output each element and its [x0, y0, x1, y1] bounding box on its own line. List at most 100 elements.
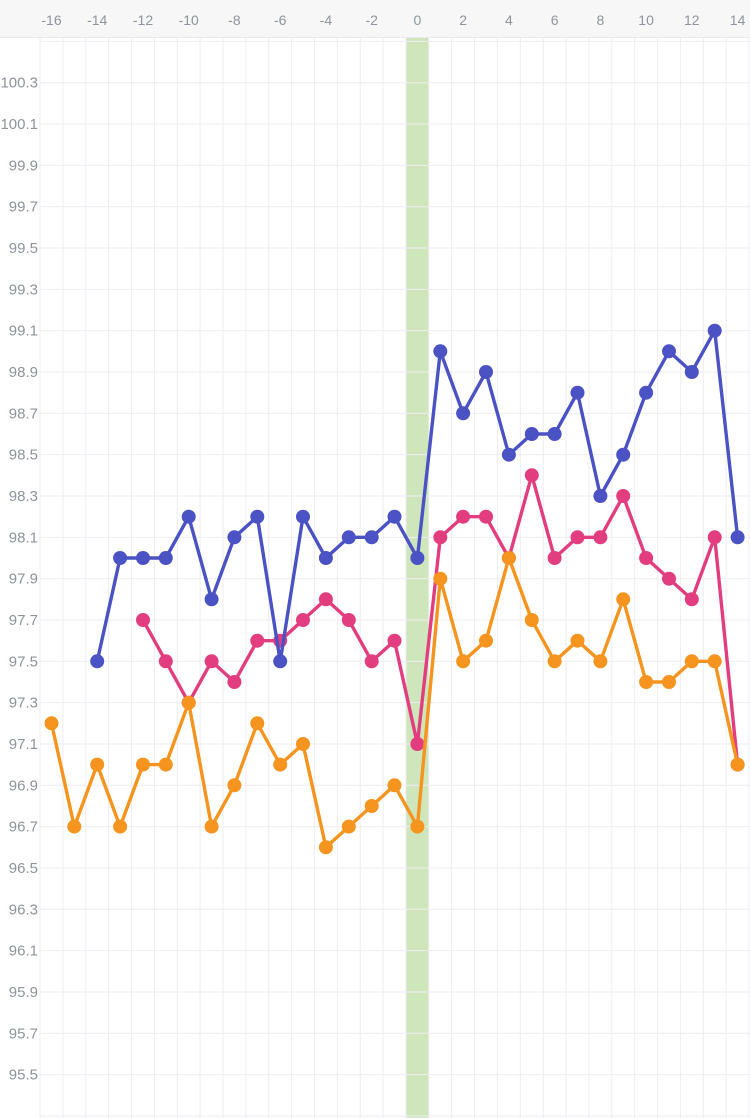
x-axis-strip — [0, 0, 750, 37]
data-point-pink-x10[interactable] — [639, 551, 654, 565]
data-point-orange-x2[interactable] — [456, 654, 471, 669]
data-point-blue-x-12[interactable] — [136, 551, 150, 565]
x-axis-tick-label: 2 — [459, 12, 467, 28]
data-point-blue-x2[interactable] — [456, 406, 471, 421]
data-point-pink-x8[interactable] — [593, 530, 608, 545]
data-point-orange-x5[interactable] — [524, 613, 539, 627]
data-point-orange-x-9[interactable] — [204, 819, 219, 834]
data-point-orange-x-7[interactable] — [250, 716, 265, 731]
data-point-orange-x6[interactable] — [547, 654, 562, 669]
data-point-blue-x-9[interactable] — [204, 592, 219, 607]
data-point-blue-x0[interactable] — [410, 551, 425, 565]
data-point-pink-x-1[interactable] — [387, 633, 402, 648]
data-point-blue-x-13[interactable] — [113, 551, 128, 565]
data-point-orange-x-6[interactable] — [273, 757, 288, 772]
data-point-orange-x-12[interactable] — [136, 757, 150, 772]
data-point-pink-x-11[interactable] — [158, 654, 173, 669]
data-point-blue-x4[interactable] — [501, 447, 516, 462]
data-point-blue-x7[interactable] — [570, 385, 585, 400]
data-point-blue-x10[interactable] — [639, 385, 654, 400]
y-axis-tick-label: 99.7 — [9, 199, 38, 216]
data-point-pink-x0[interactable] — [410, 737, 425, 751]
data-point-blue-x-4[interactable] — [318, 551, 333, 565]
data-point-pink-x-4[interactable] — [318, 592, 333, 607]
y-axis-tick-label: 96.5 — [9, 860, 38, 877]
data-point-blue-x-14[interactable] — [90, 654, 105, 669]
data-point-orange-x10[interactable] — [639, 675, 654, 689]
data-point-pink-x9[interactable] — [616, 489, 631, 503]
data-point-orange-x1[interactable] — [433, 571, 448, 586]
data-point-blue-x3[interactable] — [479, 365, 493, 379]
y-axis-tick-label: 97.7 — [9, 612, 38, 629]
data-point-blue-x-7[interactable] — [250, 509, 265, 524]
data-point-orange-x-2[interactable] — [364, 799, 379, 813]
data-point-blue-x13[interactable] — [707, 323, 722, 338]
data-point-pink-x2[interactable] — [456, 509, 471, 524]
y-axis-tick-label: 99.9 — [9, 157, 38, 174]
x-axis-tick-label: -12 — [133, 12, 153, 28]
data-point-pink-x-3[interactable] — [341, 613, 356, 627]
data-point-pink-x11[interactable] — [662, 571, 676, 586]
x-axis-tick-label: -10 — [179, 12, 199, 28]
data-point-orange-x14[interactable] — [730, 757, 745, 772]
data-point-orange-x-8[interactable] — [227, 778, 242, 793]
data-point-orange-x-13[interactable] — [113, 819, 128, 834]
data-point-blue-x-8[interactable] — [227, 530, 242, 545]
data-point-pink-x-9[interactable] — [204, 654, 219, 669]
data-point-orange-x-16[interactable] — [44, 716, 59, 731]
data-point-blue-x14[interactable] — [730, 530, 745, 545]
data-point-orange-x-15[interactable] — [67, 819, 82, 834]
data-point-blue-x-2[interactable] — [364, 530, 379, 545]
data-point-blue-x5[interactable] — [524, 427, 539, 441]
data-point-orange-x11[interactable] — [662, 675, 676, 689]
data-point-blue-x8[interactable] — [593, 489, 608, 503]
data-point-blue-x1[interactable] — [433, 344, 448, 359]
data-point-blue-x11[interactable] — [662, 344, 676, 359]
data-point-blue-x-3[interactable] — [341, 530, 356, 545]
y-axis-tick-label: 98.1 — [9, 529, 38, 546]
x-axis-tick-label: 10 — [638, 12, 654, 28]
data-point-pink-x3[interactable] — [479, 509, 493, 524]
data-point-blue-x6[interactable] — [547, 427, 562, 441]
data-point-orange-x-3[interactable] — [341, 819, 356, 834]
data-point-blue-x-6[interactable] — [273, 654, 288, 669]
data-point-pink-x1[interactable] — [433, 530, 448, 545]
data-point-orange-x4[interactable] — [501, 551, 516, 565]
data-point-blue-x-1[interactable] — [387, 509, 402, 524]
data-point-orange-x3[interactable] — [479, 633, 493, 648]
y-axis-tick-label: 97.5 — [9, 653, 38, 670]
data-point-pink-x-7[interactable] — [250, 633, 265, 648]
x-axis-tick-label: -4 — [320, 12, 333, 28]
data-point-pink-x6[interactable] — [547, 551, 562, 565]
series-blue — [90, 323, 745, 669]
data-point-pink-x12[interactable] — [684, 592, 699, 607]
data-point-pink-x-12[interactable] — [136, 613, 150, 627]
data-point-orange-x-5[interactable] — [296, 737, 310, 751]
data-point-orange-x0[interactable] — [410, 819, 425, 834]
data-point-blue-x9[interactable] — [616, 447, 631, 462]
x-axis-tick-label: 14 — [730, 12, 746, 28]
data-point-pink-x-8[interactable] — [227, 675, 242, 689]
data-point-orange-x-4[interactable] — [318, 840, 333, 855]
data-point-orange-x-1[interactable] — [387, 778, 402, 793]
data-point-blue-x-5[interactable] — [296, 509, 310, 524]
data-point-pink-x13[interactable] — [707, 530, 722, 545]
data-point-pink-x7[interactable] — [570, 530, 585, 545]
data-point-pink-x-5[interactable] — [296, 613, 310, 627]
data-point-pink-x5[interactable] — [524, 468, 539, 483]
data-point-orange-x8[interactable] — [593, 654, 608, 669]
data-point-orange-x13[interactable] — [707, 654, 722, 669]
data-point-orange-x9[interactable] — [616, 592, 631, 607]
data-point-pink-x-2[interactable] — [364, 654, 379, 669]
data-point-blue-x12[interactable] — [684, 365, 699, 379]
y-axis-tick-label: 95.7 — [9, 1025, 38, 1042]
y-axis-tick-label: 96.3 — [9, 901, 38, 918]
data-point-blue-x-11[interactable] — [158, 551, 173, 565]
data-point-orange-x12[interactable] — [684, 654, 699, 669]
data-point-orange-x-10[interactable] — [181, 695, 196, 710]
x-axis-tick-label: -2 — [365, 12, 378, 28]
data-point-orange-x7[interactable] — [570, 633, 585, 648]
data-point-orange-x-11[interactable] — [158, 757, 173, 772]
data-point-orange-x-14[interactable] — [90, 757, 105, 772]
data-point-blue-x-10[interactable] — [181, 509, 196, 524]
